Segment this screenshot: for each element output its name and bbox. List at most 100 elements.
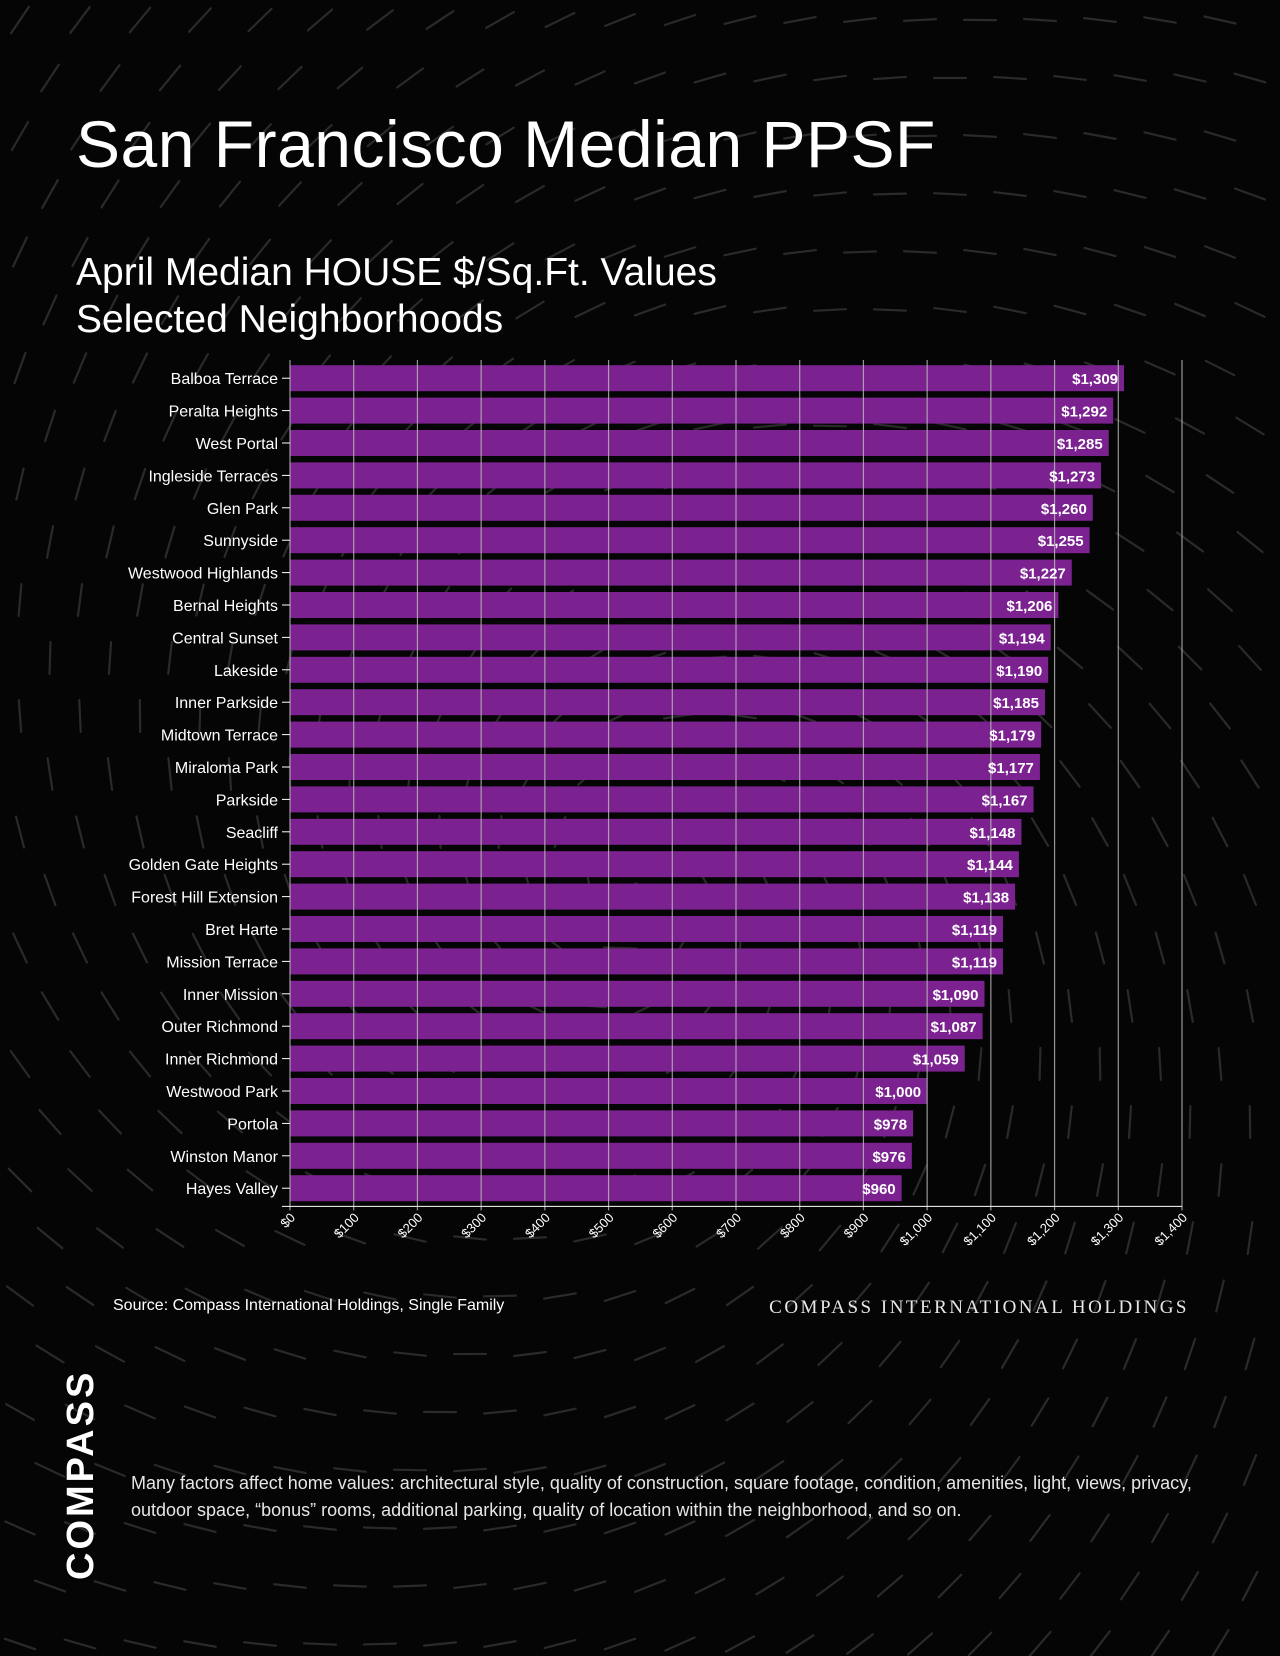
background-dash [336, 66, 364, 90]
background-dash [872, 75, 908, 81]
background-dash [756, 1226, 784, 1250]
background-dash [1240, 759, 1260, 789]
background-dash [188, 7, 212, 33]
background-dash [333, 1231, 367, 1245]
background-dash [396, 67, 424, 89]
background-dash [43, 873, 57, 907]
background-dash [663, 130, 697, 142]
background-dash [1182, 874, 1198, 906]
background-dash [909, 1281, 931, 1311]
bar [290, 689, 1046, 716]
background-dash [873, 422, 907, 430]
bar [290, 818, 1022, 845]
background-dash [71, 932, 89, 964]
background-dash [105, 525, 115, 559]
background-dash [634, 1462, 666, 1478]
background-dash [46, 757, 54, 791]
background-dash [1035, 931, 1045, 965]
background-dash [842, 133, 878, 139]
background-dash [941, 1222, 959, 1254]
background-dash [302, 1525, 338, 1531]
background-dash [42, 294, 58, 326]
background-dash [332, 1467, 368, 1473]
background-dash [755, 1576, 785, 1596]
background-dash [218, 180, 242, 208]
data-label: $1,285 [1057, 436, 1103, 453]
x-tick-label: $1,200 [1024, 1210, 1063, 1249]
background-dash [1034, 1163, 1046, 1197]
background-dash [455, 183, 485, 205]
background-dash [303, 1289, 337, 1303]
background-dash [72, 352, 88, 384]
chart-subtitle: April Median HOUSE $/Sq.Ft. Values Selec… [76, 249, 717, 343]
background-dash [783, 248, 817, 256]
background-dash [273, 1348, 307, 1360]
background-dash [251, 932, 269, 964]
page-title: San Francisco Median PPSF [76, 107, 936, 181]
bar [290, 786, 1034, 813]
background-dash [634, 1230, 666, 1246]
background-dash [1157, 1046, 1163, 1082]
background-dash [362, 1642, 398, 1646]
background-dash [452, 1467, 488, 1473]
background-dash [306, 8, 334, 32]
background-dash [452, 1235, 488, 1241]
background-dash [971, 1280, 989, 1312]
background-dash [753, 190, 787, 198]
background-dash [664, 1520, 696, 1536]
background-dash [573, 1464, 607, 1476]
background-dash [543, 1638, 577, 1650]
background-dash [1095, 1163, 1105, 1197]
background-dash [128, 1050, 152, 1078]
background-dash [723, 131, 757, 141]
data-label: $1,000 [875, 1084, 921, 1101]
background-dash [483, 1640, 517, 1648]
x-tick-label: $400 [522, 1210, 553, 1241]
background-dash [70, 121, 90, 151]
bar [290, 462, 1102, 489]
background-dash [1093, 1279, 1107, 1313]
background-dash [604, 128, 636, 144]
data-label: $1,144 [967, 857, 1014, 874]
background-dash [514, 184, 546, 204]
background-dash [157, 1109, 183, 1135]
x-tick-label: $300 [458, 1210, 489, 1241]
background-dash [74, 467, 86, 501]
background-dash [1089, 1630, 1111, 1656]
background-dash [1143, 16, 1177, 24]
background-dash [9, 5, 31, 35]
background-dash [812, 191, 848, 197]
background-dash [94, 1462, 126, 1478]
background-dash [1242, 874, 1258, 906]
background-dash [969, 1397, 991, 1427]
background-dash [4, 1520, 36, 1536]
background-dash [724, 1635, 756, 1653]
background-dash [1234, 302, 1266, 318]
background-dash [332, 1584, 368, 1588]
background-dash [455, 68, 485, 88]
background-dash [1203, 15, 1237, 25]
background-dash [45, 525, 55, 559]
background-dash [78, 698, 82, 734]
background-dash [160, 295, 180, 325]
background-dash [602, 946, 638, 950]
background-dash [1030, 817, 1050, 847]
background-dash [213, 1582, 247, 1590]
brand-line: COMPASS INTERNATIONAL HOLDINGS [769, 1297, 1189, 1318]
background-dash [1066, 989, 1074, 1023]
background-dash [244, 1288, 276, 1304]
background-dash [456, 299, 484, 321]
background-dash [392, 1351, 428, 1357]
bar [290, 883, 1016, 910]
x-tick-label: $200 [394, 1210, 425, 1241]
category-label: Parkside [216, 792, 278, 809]
background-dash [513, 1350, 547, 1358]
background-dash [1122, 874, 1138, 906]
category-label: West Portal [196, 436, 278, 453]
background-dash [1094, 931, 1106, 965]
background-dash [63, 1521, 97, 1535]
background-dash [71, 236, 89, 268]
background-dash [273, 1465, 307, 1475]
background-dash [1173, 188, 1207, 200]
background-dash [3, 1637, 37, 1651]
